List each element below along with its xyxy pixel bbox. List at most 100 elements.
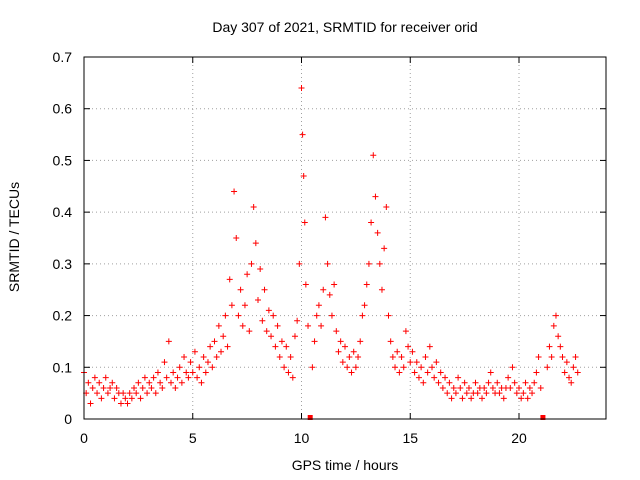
data-point	[433, 359, 440, 366]
data-point	[452, 390, 459, 397]
data-point	[257, 266, 264, 273]
data-point	[352, 364, 359, 371]
data-point	[139, 384, 146, 391]
data-point	[566, 374, 573, 381]
data-point	[120, 390, 127, 397]
y-tick-label: 0.1	[53, 359, 73, 375]
data-point	[563, 359, 570, 366]
data-point	[429, 364, 435, 371]
data-point	[409, 348, 416, 355]
data-point	[431, 374, 438, 381]
data-point	[291, 333, 298, 340]
data-point	[500, 395, 507, 402]
data-point	[157, 379, 164, 386]
data-point	[511, 379, 518, 386]
data-point	[389, 353, 396, 360]
data-point	[533, 369, 540, 376]
data-point	[400, 364, 407, 371]
data-point	[124, 400, 131, 407]
data-point	[346, 353, 353, 360]
data-point	[489, 384, 496, 391]
data-point	[228, 302, 235, 309]
data-point	[348, 369, 355, 376]
data-point	[357, 338, 364, 345]
tick-layer: 0 0.1 0.2 0.3 0.4 0.5 0.6 0.7 0 5 10 15 20	[53, 49, 606, 446]
y-tick-label: 0.3	[53, 256, 73, 272]
data-point	[172, 384, 179, 391]
data-point	[548, 353, 555, 360]
x-tick-label: 10	[294, 430, 310, 446]
data-point	[272, 343, 279, 350]
data-point	[250, 203, 257, 210]
data-point	[355, 353, 362, 360]
data-point	[91, 374, 98, 381]
data-point	[509, 364, 516, 371]
data-point	[165, 338, 172, 345]
data-point	[331, 281, 338, 288]
data-gap-marker	[540, 415, 546, 420]
data-point	[529, 390, 536, 397]
data-point	[381, 245, 388, 252]
data-point	[328, 312, 335, 319]
data-point	[526, 384, 533, 391]
data-point	[209, 364, 216, 371]
data-point	[237, 286, 244, 293]
data-point	[170, 369, 177, 376]
data-point	[463, 390, 470, 397]
data-point	[133, 390, 140, 397]
data-gap-marker	[307, 415, 313, 420]
data-point	[207, 343, 214, 350]
data-point	[444, 390, 451, 397]
data-point	[298, 85, 305, 92]
data-point	[122, 395, 129, 402]
data-point	[552, 312, 559, 319]
data-point	[350, 348, 357, 355]
data-point	[531, 379, 538, 386]
y-tick-label: 0.7	[53, 49, 73, 65]
data-point	[276, 353, 283, 360]
data-point	[507, 384, 514, 391]
data-point	[255, 297, 261, 304]
data-point	[313, 312, 320, 319]
data-point	[265, 307, 272, 314]
data-point	[299, 131, 306, 138]
data-point	[555, 333, 562, 340]
data-point	[378, 286, 385, 293]
data-point	[359, 312, 366, 319]
data-point	[435, 379, 442, 386]
data-point	[418, 364, 425, 371]
data-point	[546, 343, 553, 350]
data-point	[302, 281, 309, 288]
data-point	[392, 364, 399, 371]
data-point	[479, 395, 486, 402]
data-point	[141, 374, 148, 381]
data-point	[159, 384, 166, 391]
data-point	[424, 369, 431, 376]
data-point	[385, 312, 392, 319]
data-point	[161, 359, 168, 366]
data-point	[231, 188, 238, 195]
data-point	[387, 338, 394, 345]
data-point	[287, 353, 294, 360]
data-point	[461, 379, 468, 386]
data-point	[261, 286, 268, 293]
data-point	[368, 219, 375, 226]
data-point	[244, 271, 251, 278]
data-point	[448, 395, 455, 402]
data-point	[87, 400, 94, 407]
data-point	[283, 343, 290, 350]
data-point	[239, 322, 246, 329]
x-axis-label: GPS time / hours	[292, 457, 399, 473]
data-point	[194, 374, 201, 381]
data-point	[335, 348, 342, 355]
chart-title: Day 307 of 2021, SRMTID for receiver ori…	[212, 19, 477, 35]
data-point	[294, 317, 301, 324]
data-point	[181, 353, 188, 360]
x-tick-label: 0	[80, 430, 88, 446]
data-point	[570, 364, 577, 371]
data-point	[561, 369, 568, 376]
data-point	[296, 260, 303, 267]
data-point	[274, 322, 281, 329]
data-point	[226, 276, 233, 283]
data-point	[415, 374, 422, 381]
